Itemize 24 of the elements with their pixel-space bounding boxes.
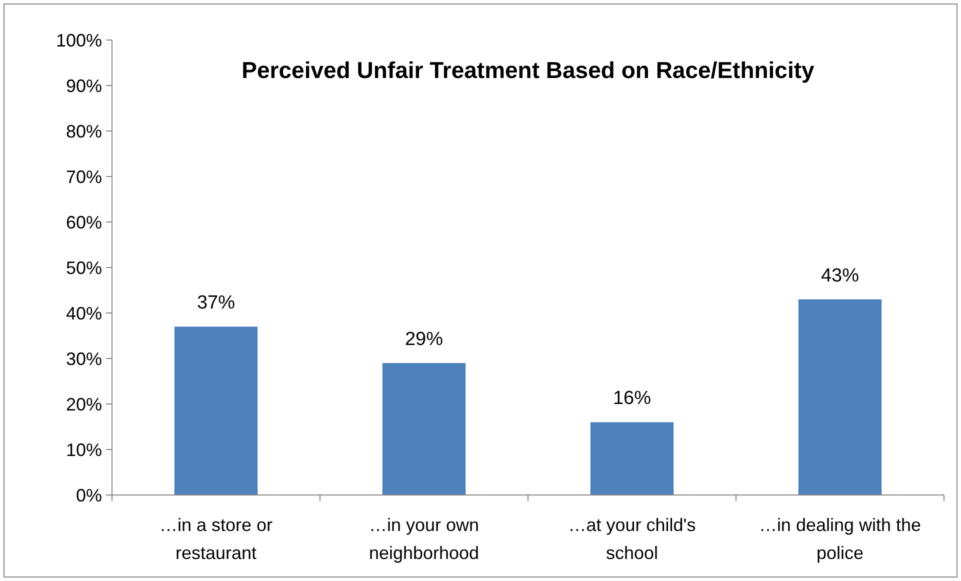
y-tick-label: 70% (66, 166, 102, 187)
x-tick-label: …in dealing with the police (758, 515, 922, 563)
x-tick-label: …at your child's school (568, 515, 696, 563)
y-tick-label: 20% (66, 394, 102, 414)
y-tick-label: 40% (66, 303, 102, 324)
y-tick-label: 0% (76, 485, 102, 506)
data-label: 37% (196, 292, 236, 314)
y-tick-label: 90% (66, 76, 102, 96)
y-tick-label: 100% (56, 30, 102, 50)
y-tick-label: 60% (66, 212, 102, 232)
bar (382, 363, 466, 495)
x-tick-label: …in a store or restaurant (159, 515, 273, 563)
y-tick-label: 80% (66, 121, 102, 142)
data-label: 16% (612, 388, 652, 410)
bar (590, 422, 674, 495)
text: Perceived Unfair Treatment Based on Race/Ethnicity (242, 57, 815, 83)
y-tick-label: 50% (66, 258, 102, 278)
y-tick-label: 30% (66, 348, 102, 369)
data-label: 29% (404, 329, 444, 350)
x-tick-label: …in your own neighborhood (368, 515, 480, 563)
bar (174, 326, 258, 495)
bar (798, 299, 882, 495)
data-label: 43% (820, 265, 860, 286)
y-tick-label: 10% (66, 440, 102, 460)
